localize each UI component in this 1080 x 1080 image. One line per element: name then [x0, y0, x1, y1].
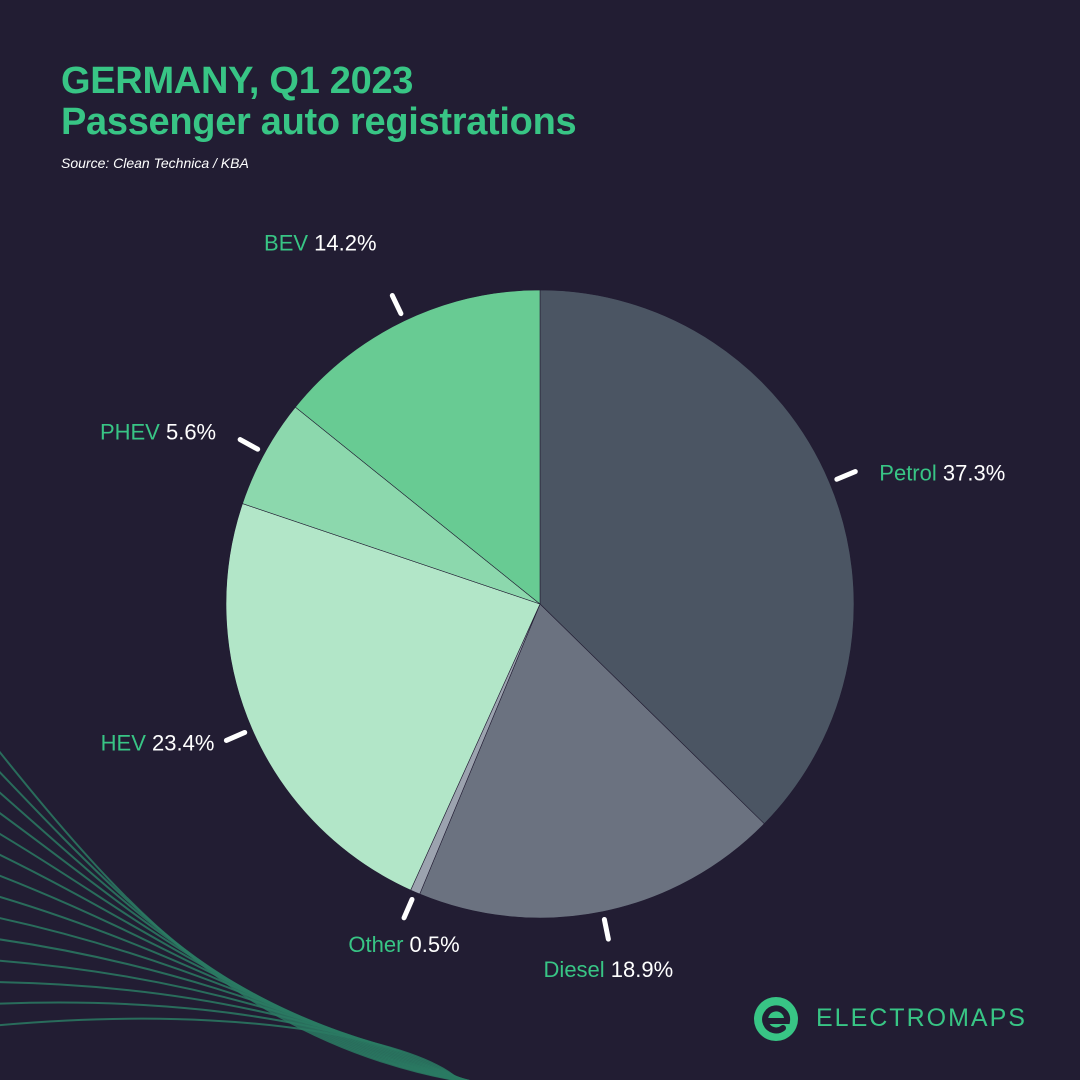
slice-label-name: Diesel	[544, 957, 605, 982]
decor-wave-line	[0, 750, 461, 1080]
leader-tick-bev	[389, 293, 404, 317]
pie-slice-petrol	[539, 289, 855, 825]
slice-label-value: 18.9%	[605, 957, 674, 982]
leader-tick-petrol	[834, 469, 858, 482]
electromaps-e-logo-icon	[754, 997, 798, 1041]
slice-label-name: BEV	[264, 231, 308, 256]
slice-label-hev: HEV 23.4%	[101, 730, 215, 755]
slice-label-value: 14.2%	[308, 231, 377, 256]
leader-tick-diesel	[601, 917, 611, 942]
pie-chart	[225, 289, 855, 919]
decor-wave-line	[0, 938, 470, 1080]
pie-slice-hev	[225, 503, 541, 891]
leader-tick-other	[401, 896, 415, 921]
slice-label-name: Petrol	[879, 461, 936, 486]
pie-slice-diesel	[419, 603, 765, 919]
slice-label-value: 5.6%	[160, 420, 216, 445]
decorative-wave-lines	[0, 750, 470, 1080]
chart-title: GERMANY, Q1 2023	[61, 60, 414, 102]
source-note: Source: Clean Technica / KBA	[61, 155, 249, 171]
slice-label-name: Other	[348, 932, 403, 957]
slice-label-name: HEV	[101, 730, 147, 755]
brand-name: ELECTROMAPS	[816, 1004, 1027, 1032]
slice-label-value: 23.4%	[146, 730, 215, 755]
slice-label-value: 37.3%	[937, 461, 1006, 486]
pie-slice-bev	[294, 289, 541, 605]
slice-label-name: PHEV	[100, 420, 160, 445]
slice-label-diesel: Diesel 18.9%	[544, 957, 674, 982]
chart-subtitle: Passenger auto registrations	[61, 101, 577, 143]
slice-labels: Petrol 37.3% Diesel 18.9% Other 0.5% HEV 23…	[100, 231, 1005, 983]
leader-tick-phev	[237, 437, 261, 452]
slice-label-petrol: Petrol 37.3%	[879, 461, 1005, 486]
decor-wave-line	[0, 895, 470, 1080]
slice-label-bev: BEV 14.2%	[264, 231, 377, 256]
slice-label-other: Other 0.5%	[348, 932, 459, 957]
label-leader-ticks	[223, 293, 858, 942]
slice-label-phev: PHEV 5.6%	[100, 420, 216, 445]
slice-label-value: 0.5%	[403, 932, 459, 957]
decor-wave-line	[0, 1001, 463, 1080]
leader-tick-hev	[223, 729, 248, 743]
